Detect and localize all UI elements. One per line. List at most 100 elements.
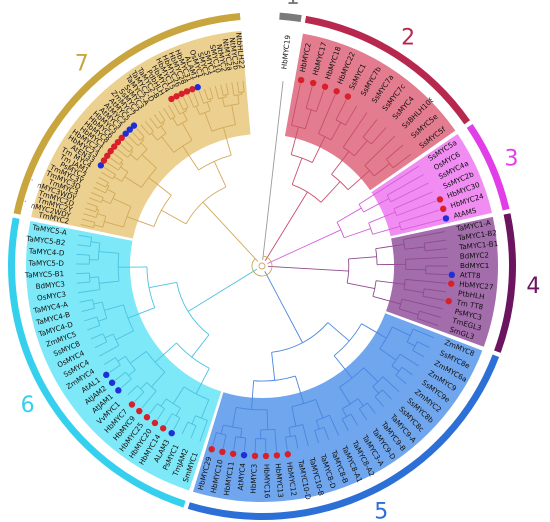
branch (148, 177, 172, 196)
leaf-label: HbMYC13 (274, 463, 286, 498)
branch (302, 424, 309, 447)
branch (87, 325, 100, 331)
branch (172, 386, 185, 404)
leaf-label: HbMYC27 (459, 279, 494, 291)
branch (347, 282, 375, 290)
branch (238, 91, 245, 94)
red-marker (229, 450, 237, 457)
branch (294, 435, 299, 449)
red-marker (440, 205, 447, 213)
clade-number: 3 (504, 147, 518, 172)
leaf-label: NtMYC2b (228, 37, 241, 71)
clade-arc-gap (278, 21, 301, 31)
leaf-label: HbMYC19 (279, 34, 292, 70)
branch (379, 348, 397, 361)
branch (161, 209, 187, 225)
clade-number: 1 (286, 0, 300, 10)
branch (363, 367, 379, 383)
branch (78, 234, 92, 238)
branch (113, 176, 123, 182)
branch (339, 367, 365, 388)
branch (425, 273, 448, 276)
clade-sector (284, 33, 456, 191)
branch (104, 304, 124, 311)
branch (372, 386, 380, 394)
red-marker (219, 448, 226, 456)
branch (128, 369, 136, 376)
branch (81, 218, 95, 223)
branch (137, 139, 144, 146)
branch (168, 105, 176, 117)
leaf-label: AtMYC4 (236, 462, 248, 491)
branch (405, 256, 448, 260)
branch (190, 425, 197, 439)
branch (237, 94, 240, 104)
branch (123, 304, 135, 332)
branch (393, 191, 433, 210)
branch (288, 424, 303, 428)
branch (156, 408, 166, 420)
branch (341, 408, 347, 417)
branch (376, 280, 405, 285)
branch (106, 188, 116, 194)
red-marker (447, 280, 455, 287)
branch (99, 345, 120, 357)
branch (304, 109, 312, 129)
red-marker (118, 134, 125, 142)
red-marker (344, 93, 352, 100)
branch (76, 281, 91, 284)
branch (370, 127, 387, 145)
clade-arc-gap (485, 215, 508, 350)
branch (246, 249, 259, 262)
red-marker (107, 147, 114, 155)
blue-marker (108, 379, 116, 386)
branch (160, 398, 167, 407)
red-marker (111, 143, 118, 150)
branch (128, 136, 139, 146)
branch (77, 289, 100, 294)
branch (115, 357, 121, 366)
branch (149, 117, 159, 129)
branch (406, 341, 416, 347)
branch (86, 202, 98, 208)
clade-arc-gap (459, 129, 501, 213)
branch (278, 191, 308, 239)
clade-arc (494, 213, 516, 353)
branch (165, 398, 181, 409)
branch (331, 151, 350, 175)
branch (84, 316, 98, 322)
branch (372, 225, 401, 235)
branch (311, 136, 326, 163)
clade-number: 6 (21, 393, 35, 418)
branch (320, 181, 341, 203)
branch (329, 415, 340, 436)
branch (366, 402, 376, 414)
branch (291, 406, 297, 427)
branch (99, 280, 120, 284)
blue-marker (97, 162, 105, 169)
branch (140, 382, 148, 390)
blue-marker (168, 429, 175, 437)
clade-sector (386, 216, 498, 347)
branch (323, 427, 330, 440)
branch (80, 224, 94, 228)
branch (225, 268, 258, 289)
branch (382, 389, 392, 400)
branch (199, 420, 208, 442)
branch (240, 428, 243, 438)
branch (164, 413, 173, 426)
branch (136, 128, 145, 138)
branch (204, 112, 213, 132)
red-marker (136, 407, 143, 415)
branch (153, 114, 162, 124)
branch (417, 341, 430, 348)
branch (405, 278, 448, 284)
branch (98, 251, 119, 254)
branch (176, 342, 210, 369)
red-marker (321, 83, 329, 90)
branch (191, 334, 210, 358)
branch (335, 99, 347, 121)
leaf-label: BdMYC2 (460, 250, 490, 260)
branch (141, 390, 157, 409)
branch (336, 207, 362, 223)
